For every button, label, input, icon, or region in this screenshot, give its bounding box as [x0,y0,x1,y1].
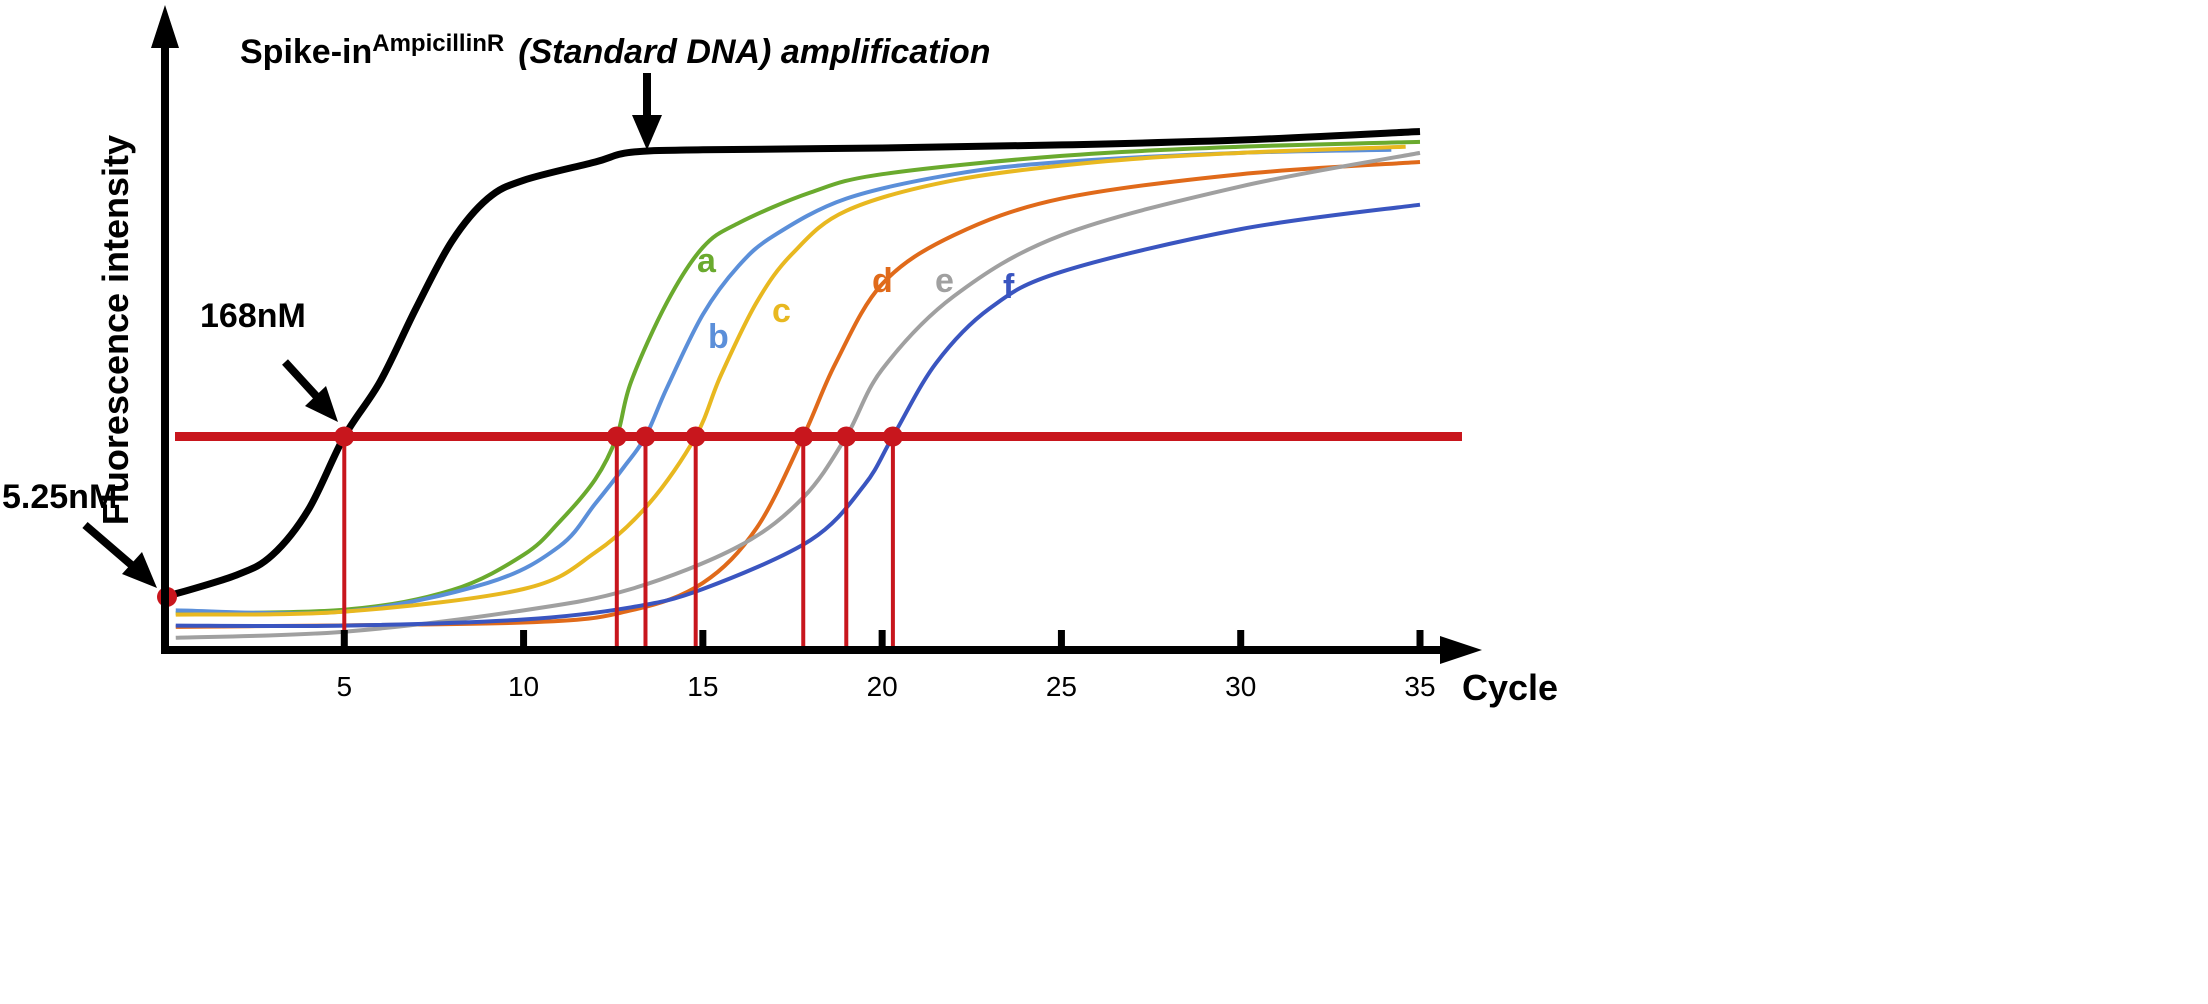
series-label-e: e [935,262,954,300]
threshold-crossing-point [836,426,857,447]
threshold-crossing-point [685,426,706,447]
series-label-b: b [708,318,729,356]
threshold-crossing-point [635,426,656,447]
x-tick-label: 35 [1404,671,1435,702]
annotation-5.25nM: 5.25nM [2,478,117,516]
x-tick-label: 10 [508,671,539,702]
series-line-c [175,144,1406,617]
series-line-e [175,150,1421,640]
y-axis-arrow [151,5,179,48]
annotation-5.25nM-arrow-head [122,552,157,588]
x-tick-label: 30 [1225,671,1256,702]
x-ticks: 5 10 15 20 25 30 35 [336,630,1436,702]
series-label-c: c [772,292,791,330]
threshold-crossing-point [606,426,627,447]
x-axis-arrow [1440,636,1482,664]
threshold-crossing-point [334,426,355,447]
y-axis-label: Fluorescence intensity [95,135,136,525]
series-label-a: a [697,242,717,280]
annotation-168nM: 168nM [200,297,306,335]
series-line-f [175,202,1421,629]
series-line-a [175,139,1421,616]
annotation-168nM-arrow-head [305,386,338,422]
chart-title: Spike-inAmpicillinR (Standard DNA) amplif… [240,30,991,71]
title-main: Spike-in [240,33,372,71]
x-tick-label: 25 [1046,671,1077,702]
series-line-standard [163,128,1421,601]
x-tick-label: 5 [336,671,352,702]
title-arrow-head [632,115,662,150]
series-labels: ab c d e f [697,242,1015,356]
threshold-crossing-point [882,426,903,447]
x-axis-label: Cycle [1462,667,1558,708]
x-tick-label: 20 [867,671,898,702]
series-label-d: d [872,262,893,300]
threshold-group [157,426,1462,650]
annotation-168nM-arrow [282,359,321,401]
title-superscript: AmpicillinR [372,30,504,57]
series-label-f: f [1003,268,1015,306]
curves [163,128,1421,640]
series-line-d [175,160,1421,629]
annotation-5.25nM-arrow [82,521,138,572]
x-tick-label: 15 [687,671,718,702]
series-line-b [175,147,1392,616]
threshold-crossing-point [793,426,814,447]
title-rest: (Standard DNA) amplification [518,33,990,71]
